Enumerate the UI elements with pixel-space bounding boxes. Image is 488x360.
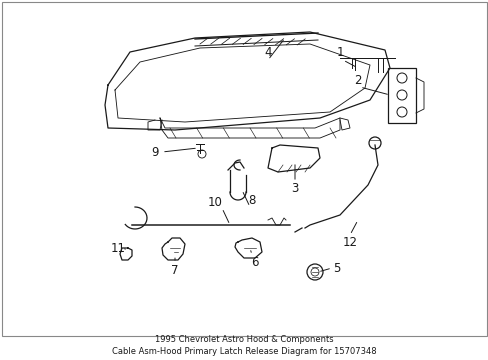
Text: 9: 9 <box>151 145 159 158</box>
Text: 2: 2 <box>353 73 361 86</box>
Text: 4: 4 <box>264 45 271 59</box>
Text: 11: 11 <box>110 242 125 255</box>
Text: 7: 7 <box>171 264 179 276</box>
Text: 5: 5 <box>333 261 340 274</box>
Text: Cable Asm-Hood Primary Latch Release Diagram for 15707348: Cable Asm-Hood Primary Latch Release Dia… <box>112 347 376 356</box>
Bar <box>387 68 415 123</box>
Text: 10: 10 <box>207 195 222 208</box>
Text: 8: 8 <box>248 194 255 207</box>
Text: 6: 6 <box>251 256 258 269</box>
Text: 12: 12 <box>342 235 357 248</box>
Text: 3: 3 <box>291 181 298 194</box>
Text: 1: 1 <box>336 45 343 59</box>
Text: 1995 Chevrolet Astro Hood & Components: 1995 Chevrolet Astro Hood & Components <box>155 336 333 345</box>
